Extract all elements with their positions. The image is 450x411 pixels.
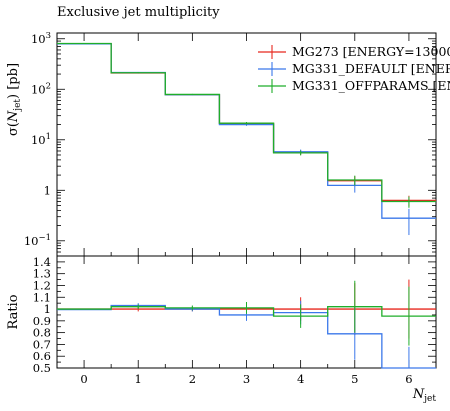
ratio-y-tick-label: 0.6	[33, 349, 51, 363]
x-axis-label: Njet	[412, 387, 436, 404]
ratio-y-tick-label: 1.2	[33, 278, 51, 292]
ratio-y-tick-label: 0.9	[33, 314, 51, 328]
legend-label: MG331_DEFAULT [ENERGY=13000]	[292, 61, 450, 76]
y-tick-label: 101	[31, 132, 51, 147]
ratio-y-tick-label: 0.8	[33, 326, 51, 340]
ratio-y-tick-label: 1.4	[33, 255, 51, 269]
y-tick-label: 102	[31, 81, 51, 96]
x-tick-label: 3	[243, 372, 250, 386]
legend-label: MG331_OFFPARAMS [ENERGY=13000]	[292, 78, 450, 93]
legend-entry: MG273 [ENERGY=13000]	[258, 44, 450, 59]
x-tick-label: 2	[189, 372, 196, 386]
legend-entry: MG331_OFFPARAMS [ENERGY=13000]	[258, 78, 450, 93]
y-tick-label: 10−1	[24, 233, 51, 248]
x-tick-label: 6	[405, 372, 412, 386]
series-ratio-line	[57, 306, 436, 317]
series-2-histogram	[57, 42, 436, 208]
legend-entry: MG331_DEFAULT [ENERGY=13000]	[258, 61, 450, 76]
ratio-y-tick-label: 0.5	[33, 361, 51, 375]
ratio-y-axis-label: Ratio	[6, 294, 21, 329]
ratio-y-tick-label: 1	[44, 302, 51, 316]
series-2-ratio	[57, 280, 436, 346]
ratio-y-tick-label: 0.7	[33, 337, 51, 351]
legend: MG273 [ENERGY=13000] MG331_DEFAULT [ENERG…	[258, 44, 450, 93]
chart-title: Exclusive jet multiplicity	[57, 5, 220, 20]
x-tick-label: 1	[135, 372, 142, 386]
upper-plot-area: 103 102 101 1 10−1 σ(Njet) [pb]	[6, 31, 437, 257]
x-tick-label: 5	[351, 372, 358, 386]
ratio-y-tick-label: 1.3	[33, 267, 51, 281]
upper-y-axis-label: σ(Njet) [pb]	[6, 63, 23, 136]
x-tick-label: 4	[297, 372, 304, 386]
x-tick-label: 0	[80, 372, 87, 386]
ratio-y-tick-label: 1.1	[33, 290, 51, 304]
y-tick-label: 1	[44, 183, 51, 197]
legend-label: MG273 [ENERGY=13000]	[292, 44, 450, 59]
y-tick-label: 103	[31, 31, 51, 46]
